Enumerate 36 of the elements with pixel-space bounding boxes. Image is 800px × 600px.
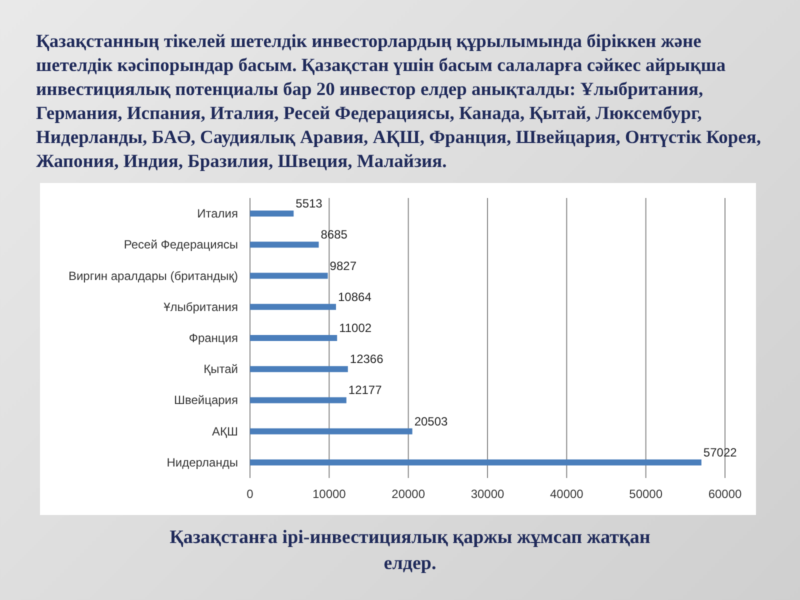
data-label: 12366 bbox=[350, 352, 384, 366]
x-tick-label: 0 bbox=[246, 487, 254, 501]
text: Қазақстанға ірі-инвестициялық қаржы жұмсап жатқан елдер. bbox=[168, 526, 652, 576]
bar bbox=[250, 242, 319, 248]
bar bbox=[250, 304, 336, 310]
bar bbox=[250, 366, 348, 372]
y-tick-label: Франция bbox=[188, 331, 238, 345]
x-tick-label: 50000 bbox=[629, 487, 663, 501]
y-tick-label: Италия bbox=[197, 206, 238, 221]
bar bbox=[250, 397, 346, 404]
y-tick-label: Виргин аралдары (британдық) bbox=[68, 268, 238, 283]
bar bbox=[250, 210, 294, 217]
y-tick-label: АҚШ bbox=[212, 424, 238, 438]
bar bbox=[250, 459, 702, 466]
data-label: 5513 bbox=[296, 196, 323, 211]
data-label: 20503 bbox=[414, 414, 448, 428]
y-tick-label: Ұлыбритания bbox=[164, 300, 238, 314]
x-tick-label: 40000 bbox=[550, 487, 584, 501]
y-tick-label: Ресей Федерациясы bbox=[124, 238, 238, 252]
x-tick-label: 60000 bbox=[708, 487, 742, 501]
x-tick-label: 20000 bbox=[392, 487, 426, 501]
bar bbox=[250, 272, 328, 279]
x-tick-label: 30000 bbox=[470, 487, 505, 501]
y-tick-label: Нидерланды bbox=[166, 455, 238, 470]
data-label: 10864 bbox=[338, 290, 372, 304]
data-label: 12177 bbox=[348, 383, 382, 398]
y-tick-label: Швейцария bbox=[174, 393, 238, 408]
x-tick-label: 10000 bbox=[312, 487, 346, 501]
data-label: 8685 bbox=[320, 228, 348, 242]
data-label: 57022 bbox=[703, 445, 738, 460]
bar bbox=[250, 428, 412, 434]
bar bbox=[250, 335, 338, 341]
data-label: 11002 bbox=[339, 321, 372, 335]
data-label: 9827 bbox=[330, 258, 357, 273]
chart-title: Қазақстанның тікелей шетелдік инвесторлардың құрылымында біріккен және шетелдік кәсіпорындар басым. Қазақстан үшін басым салаларға сәйкес айрықша инвестициялық потенциалы бар 20 инвестор елдер анықталды: Ұлыбритания, Германия, Испания, Италия, Ресей Федерациясы, Канада, Қытай, Люксембург, Нидерланды, БАӘ, Саудиялық Аравия, АҚШ, Франция, Швейцария, Онтүстік Корея, Жапония, Индия, Бразилия, Швеция, Малайзия. bbox=[36, 31, 762, 174]
y-tick-label: Қытай bbox=[204, 362, 238, 376]
